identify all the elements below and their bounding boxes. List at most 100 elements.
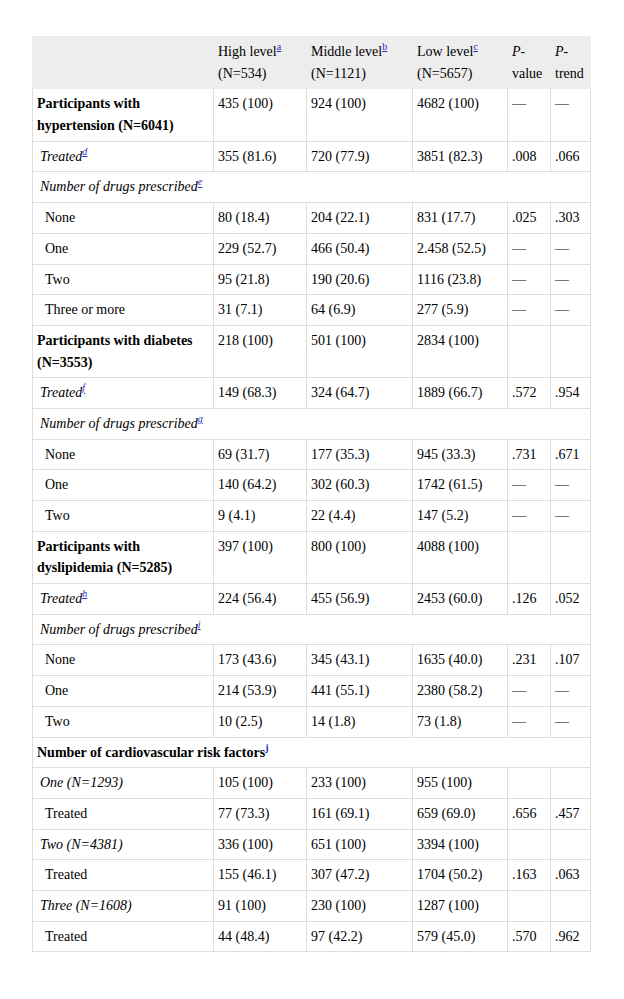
data-cell: — bbox=[508, 501, 551, 532]
data-cell: 924 (100) bbox=[307, 89, 413, 141]
data-cell: 95 (21.8) bbox=[214, 264, 307, 295]
data-cell: 140 (64.2) bbox=[214, 470, 307, 501]
table-row: Two95 (21.8)190 (20.6)1116 (23.8)—— bbox=[33, 264, 591, 295]
footnote-link-a[interactable]: a bbox=[277, 41, 281, 52]
row-label-text: None bbox=[45, 652, 75, 667]
data-cell: 22 (4.4) bbox=[307, 501, 413, 532]
data-cell: 579 (45.0) bbox=[413, 921, 508, 952]
row-label: One bbox=[33, 470, 214, 501]
row-label: None bbox=[33, 203, 214, 234]
row-label-text: Treated bbox=[40, 591, 82, 606]
column-title: Low level bbox=[417, 44, 473, 59]
data-cell: 307 (47.2) bbox=[307, 860, 413, 891]
data-cell: 204 (22.1) bbox=[307, 203, 413, 234]
row-label: Two bbox=[33, 706, 214, 737]
header-row: High levela(N=534)Middle levelb(N=1121)L… bbox=[33, 37, 591, 89]
data-cell: 1287 (100) bbox=[413, 890, 508, 921]
data-cell: .052 bbox=[551, 584, 591, 615]
data-cell: 277 (5.9) bbox=[413, 295, 508, 326]
data-cell: 720 (77.9) bbox=[307, 141, 413, 172]
data-cell: 355 (81.6) bbox=[214, 141, 307, 172]
row-label-text: Two bbox=[45, 714, 70, 729]
column-title: Middle level bbox=[311, 44, 382, 59]
data-cell: 105 (100) bbox=[214, 768, 307, 799]
data-cell: 955 (100) bbox=[413, 768, 508, 799]
row-label: Number of drugs prescribedi bbox=[33, 614, 591, 645]
data-cell: 77 (73.3) bbox=[214, 798, 307, 829]
column-subtitle: (N=5657) bbox=[417, 66, 472, 81]
footnote-link-j[interactable]: j bbox=[265, 742, 268, 753]
row-label-text: One bbox=[45, 477, 68, 492]
data-cell: 9 (4.1) bbox=[214, 501, 307, 532]
data-cell: .962 bbox=[551, 921, 591, 952]
outcomes-table: High levela(N=534)Middle levelb(N=1121)L… bbox=[32, 36, 591, 952]
row-label-text: Treated bbox=[40, 385, 82, 400]
data-cell: .671 bbox=[551, 439, 591, 470]
footnote-link-e[interactable]: e bbox=[198, 177, 202, 188]
data-cell: 2380 (58.2) bbox=[413, 676, 508, 707]
table-row: Number of drugs prescribedg bbox=[33, 408, 591, 439]
data-cell: 230 (100) bbox=[307, 890, 413, 921]
data-cell: .656 bbox=[508, 798, 551, 829]
data-cell: — bbox=[551, 89, 591, 141]
data-cell: 945 (33.3) bbox=[413, 439, 508, 470]
row-label: Participants with diabetes (N=3553) bbox=[33, 325, 214, 377]
row-label-text: Participants with dyslipidemia (N=5285) bbox=[37, 539, 172, 576]
data-cell bbox=[551, 531, 591, 583]
table-row: None80 (18.4)204 (22.1)831 (17.7).025.30… bbox=[33, 203, 591, 234]
row-label: Treatedf bbox=[33, 378, 214, 409]
footnote-link-c[interactable]: c bbox=[473, 41, 477, 52]
row-label: Two (N=4381) bbox=[33, 829, 214, 860]
data-cell: .025 bbox=[508, 203, 551, 234]
row-label-text: Treated bbox=[40, 149, 82, 164]
table-body: Participants with hypertension (N=6041)4… bbox=[33, 89, 591, 952]
column-title: P bbox=[555, 44, 564, 59]
row-label: Number of drugs prescribedg bbox=[33, 408, 591, 439]
data-cell: 64 (6.9) bbox=[307, 295, 413, 326]
row-label-text: None bbox=[45, 447, 75, 462]
row-label-text: None bbox=[45, 210, 75, 225]
row-label: None bbox=[33, 439, 214, 470]
data-cell: 1742 (61.5) bbox=[413, 470, 508, 501]
footnote-link-g[interactable]: g bbox=[198, 413, 203, 424]
column-header-3: P-value bbox=[508, 37, 551, 89]
header-empty-cell bbox=[33, 37, 214, 89]
footnote-link-f[interactable]: f bbox=[82, 383, 85, 394]
data-cell: 2.458 (52.5) bbox=[413, 233, 508, 264]
data-cell: 31 (7.1) bbox=[214, 295, 307, 326]
data-cell: 1635 (40.0) bbox=[413, 645, 508, 676]
row-label: Treated bbox=[33, 860, 214, 891]
data-cell: 659 (69.0) bbox=[413, 798, 508, 829]
row-label-text: Number of drugs prescribed bbox=[40, 179, 198, 194]
data-cell: .457 bbox=[551, 798, 591, 829]
data-cell: 161 (69.1) bbox=[307, 798, 413, 829]
data-cell: 91 (100) bbox=[214, 890, 307, 921]
data-cell: — bbox=[508, 706, 551, 737]
data-cell: 831 (17.7) bbox=[413, 203, 508, 234]
data-cell: — bbox=[508, 295, 551, 326]
data-cell: 651 (100) bbox=[307, 829, 413, 860]
data-cell: 10 (2.5) bbox=[214, 706, 307, 737]
footnote-link-b[interactable]: b bbox=[382, 41, 387, 52]
data-cell: — bbox=[551, 470, 591, 501]
page: High levela(N=534)Middle levelb(N=1121)L… bbox=[0, 0, 624, 999]
data-cell: .063 bbox=[551, 860, 591, 891]
footnote-link-i[interactable]: i bbox=[198, 619, 201, 630]
table-row: Participants with diabetes (N=3553)218 (… bbox=[33, 325, 591, 377]
data-cell: — bbox=[508, 233, 551, 264]
data-cell: 466 (50.4) bbox=[307, 233, 413, 264]
data-cell: 435 (100) bbox=[214, 89, 307, 141]
table-row: One (N=1293)105 (100)233 (100)955 (100) bbox=[33, 768, 591, 799]
data-cell bbox=[508, 829, 551, 860]
data-cell: 336 (100) bbox=[214, 829, 307, 860]
row-label: Three or more bbox=[33, 295, 214, 326]
row-label: Participants with hypertension (N=6041) bbox=[33, 89, 214, 141]
column-header-1: Middle levelb(N=1121) bbox=[307, 37, 413, 89]
footnote-link-d[interactable]: d bbox=[82, 146, 87, 157]
data-cell: 73 (1.8) bbox=[413, 706, 508, 737]
table-row: None69 (31.7)177 (35.3)945 (33.3).731.67… bbox=[33, 439, 591, 470]
row-label: One bbox=[33, 233, 214, 264]
footnote-link-h[interactable]: h bbox=[82, 588, 87, 599]
row-label-text: Treated bbox=[45, 867, 87, 882]
data-cell: — bbox=[551, 501, 591, 532]
